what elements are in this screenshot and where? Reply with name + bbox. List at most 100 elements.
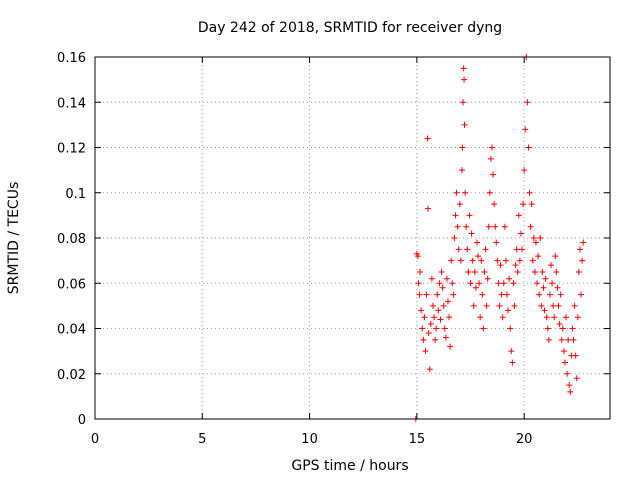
data-point <box>497 262 504 269</box>
data-point <box>462 189 469 196</box>
data-point <box>563 314 570 321</box>
data-point <box>537 235 544 241</box>
data-point <box>458 167 465 174</box>
data-point <box>506 275 513 282</box>
data-point <box>509 359 516 366</box>
data-point <box>481 268 488 275</box>
data-point <box>428 275 435 282</box>
data-point <box>579 257 586 264</box>
data-point <box>452 212 459 219</box>
data-point <box>513 246 520 253</box>
data-point <box>512 262 519 269</box>
data-point <box>436 280 443 287</box>
data-point <box>502 257 509 264</box>
data-point <box>496 302 503 309</box>
data-point <box>546 291 553 298</box>
data-point <box>515 212 522 219</box>
data-point <box>425 330 432 337</box>
y-tick-label: 0.04 <box>57 323 86 338</box>
data-point <box>460 99 467 106</box>
data-point <box>500 280 507 287</box>
data-point <box>457 257 464 264</box>
data-point <box>565 336 572 343</box>
x-tick-label: 20 <box>516 432 533 447</box>
data-point <box>578 291 585 298</box>
data-point <box>527 223 534 230</box>
data-point <box>566 382 573 389</box>
data-point <box>559 325 566 332</box>
data-point <box>465 268 472 275</box>
data-point <box>507 325 514 332</box>
data-point <box>423 291 430 298</box>
data-point <box>485 223 492 230</box>
y-axis-title: SRMTID / TECUs <box>6 182 22 295</box>
grid-lines <box>95 57 610 419</box>
data-point <box>520 201 527 208</box>
data-point <box>554 284 561 291</box>
data-point <box>487 155 494 162</box>
data-point <box>529 257 536 264</box>
x-tick-label: 5 <box>198 432 206 447</box>
data-point <box>438 268 445 275</box>
data-point <box>426 366 433 373</box>
data-point <box>434 291 441 298</box>
data-point <box>572 352 579 359</box>
data-point <box>476 280 483 287</box>
data-point <box>511 302 518 309</box>
data-point <box>560 348 567 355</box>
data-point <box>525 144 532 151</box>
data-point <box>557 291 564 298</box>
data-point <box>416 291 423 298</box>
data-point <box>478 257 485 264</box>
data-point <box>451 235 458 241</box>
data-point <box>573 375 580 382</box>
data-point <box>431 314 438 321</box>
data-point <box>576 246 583 253</box>
data-point <box>543 314 550 321</box>
data-point <box>514 268 521 275</box>
chart-title: Day 242 of 2018, SRMTID for receiver dyn… <box>198 20 502 36</box>
data-point <box>471 268 478 275</box>
data-point <box>453 189 460 196</box>
data-point <box>531 268 538 275</box>
data-point <box>415 280 422 287</box>
data-point <box>461 76 468 83</box>
data-point <box>556 320 563 327</box>
data-point <box>455 246 462 253</box>
data-point <box>429 302 436 309</box>
data-point <box>519 246 526 253</box>
data-point <box>448 257 455 264</box>
data-point <box>555 302 562 309</box>
data-point <box>480 325 487 332</box>
data-point <box>536 291 543 298</box>
data-point <box>549 280 556 287</box>
data-point <box>475 253 482 260</box>
data-point <box>435 307 442 314</box>
data-point <box>491 201 498 208</box>
data-point <box>567 388 574 395</box>
data-point <box>570 336 577 343</box>
x-tick-label: 15 <box>409 432 426 447</box>
data-point <box>501 223 508 230</box>
data-point <box>486 189 493 196</box>
data-point <box>483 302 490 309</box>
data-point <box>508 348 515 355</box>
data-point <box>468 230 475 237</box>
data-point <box>539 268 546 275</box>
data-point <box>564 370 571 377</box>
y-tick-label: 0.14 <box>57 96 86 111</box>
data-point <box>542 275 549 282</box>
data-point <box>421 314 428 321</box>
data-point <box>553 268 560 275</box>
data-point <box>433 325 440 332</box>
data-point <box>551 314 558 321</box>
data-point <box>488 144 495 151</box>
data-point <box>473 239 480 246</box>
y-tick-label: 0.12 <box>57 142 86 157</box>
y-tick-label: 0.02 <box>57 368 86 383</box>
data-point <box>437 316 444 323</box>
data-point <box>505 307 512 314</box>
data-point <box>494 257 501 264</box>
data-point <box>550 302 557 309</box>
